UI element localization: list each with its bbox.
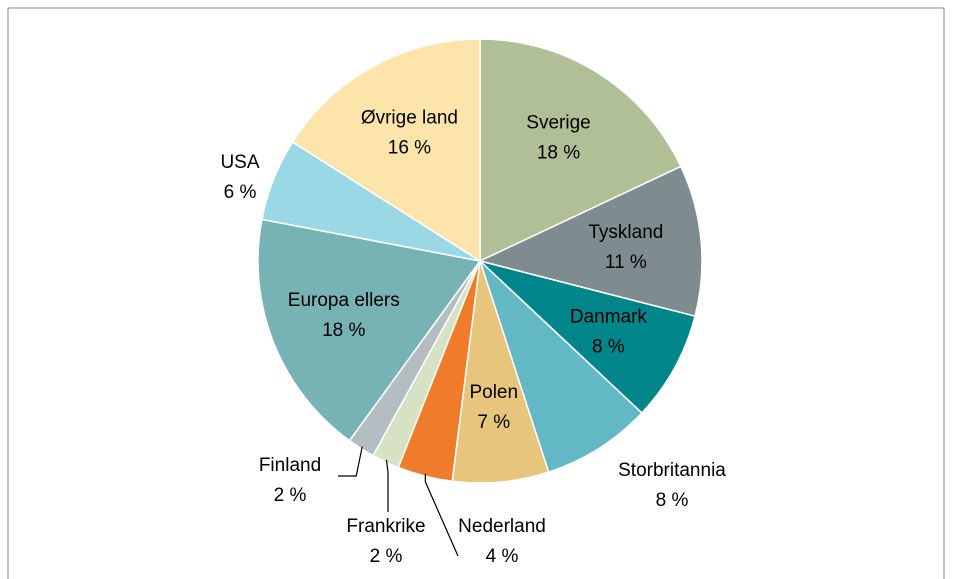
slice-label: Sverige (526, 112, 590, 133)
slice-label: Finland (259, 455, 321, 476)
slice-label: Danmark (570, 307, 648, 328)
slice-label: Storbritannia (618, 460, 726, 481)
pie-slice (257, 218, 482, 442)
slice-label: Nederland (458, 516, 546, 537)
slice-value: 2 % (370, 546, 403, 567)
slice-label: Europa ellers (288, 290, 400, 311)
slice-label: Øvrige land (361, 108, 458, 129)
pie-slice (291, 38, 481, 263)
slice-label: USA (220, 152, 259, 173)
slice-value: 7 % (477, 412, 510, 433)
slice-label: Frankrike (346, 516, 425, 537)
slice-value: 18 % (322, 320, 365, 341)
slice-value: 11 % (605, 252, 647, 273)
leader-line (338, 446, 363, 477)
slice-value: 18 % (537, 142, 580, 163)
slice-value: 6 % (224, 182, 257, 203)
slice-label: Polen (469, 382, 518, 403)
slice-value: 4 % (486, 546, 519, 567)
pie-slice (479, 260, 643, 474)
pie-slice (479, 260, 696, 415)
leader-line (385, 459, 389, 512)
slice-value: 8 % (656, 490, 689, 511)
leader-line (424, 473, 459, 557)
pie-slice (477, 165, 703, 318)
slice-value: 2 % (274, 485, 307, 506)
pie-slice (479, 38, 682, 263)
slice-label: Tyskland (588, 222, 663, 243)
slice-value: 8 % (592, 337, 625, 358)
slice-value: 16 % (388, 138, 431, 159)
